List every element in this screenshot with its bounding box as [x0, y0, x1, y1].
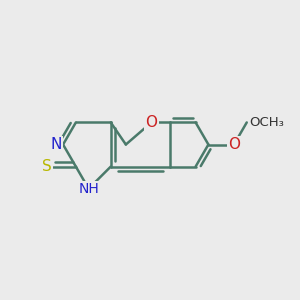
- Text: O: O: [146, 115, 158, 130]
- Text: OCH₃: OCH₃: [249, 116, 284, 129]
- Text: O: O: [228, 137, 240, 152]
- Text: NH: NH: [78, 182, 99, 196]
- Text: S: S: [42, 159, 52, 174]
- Text: N: N: [50, 137, 62, 152]
